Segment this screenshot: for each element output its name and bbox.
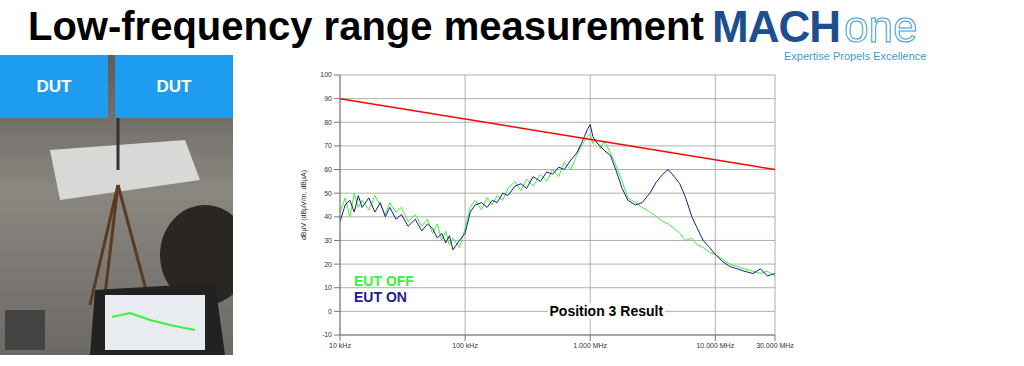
html-text:EUT OFF: EUT OFF bbox=[354, 273, 414, 289]
svg-text:10: 10 bbox=[324, 284, 332, 291]
svg-text:-10: -10 bbox=[322, 331, 332, 338]
svg-text:0: 0 bbox=[328, 308, 332, 315]
svg-text:50: 50 bbox=[324, 190, 332, 197]
html-text:DUT: DUT bbox=[36, 76, 72, 96]
svg-text:40: 40 bbox=[324, 213, 332, 220]
svg-text:100: 100 bbox=[320, 71, 332, 78]
svg-text:1.000 MHz: 1.000 MHz bbox=[573, 342, 607, 349]
svg-text:30.000 MHz: 30.000 MHz bbox=[756, 342, 794, 349]
html-text:DUT: DUT bbox=[156, 76, 192, 96]
svg-text:dBµV (dBµV/m, dBµA): dBµV (dBµV/m, dBµA) bbox=[300, 170, 308, 240]
html-text:EUT ON: EUT ON bbox=[354, 289, 407, 305]
svg-text:10 kHz: 10 kHz bbox=[329, 342, 351, 349]
html-text:Low-frequency range measuremen: Low-frequency range measurement MACH one bbox=[28, 2, 918, 51]
html-text:Expertise Propels Excellence: Expertise Propels Excellence bbox=[784, 50, 927, 62]
html-text:Position 3 Result: Position 3 Result bbox=[549, 303, 664, 319]
svg-text:60: 60 bbox=[324, 166, 332, 173]
svg-text:90: 90 bbox=[324, 95, 332, 102]
svg-text:10.000 MHz: 10.000 MHz bbox=[696, 342, 734, 349]
svg-text:100 kHz: 100 kHz bbox=[452, 342, 478, 349]
svg-text:30: 30 bbox=[324, 237, 332, 244]
svg-text:70: 70 bbox=[324, 142, 332, 149]
svg-text:20: 20 bbox=[324, 261, 332, 268]
svg-text:80: 80 bbox=[324, 119, 332, 126]
